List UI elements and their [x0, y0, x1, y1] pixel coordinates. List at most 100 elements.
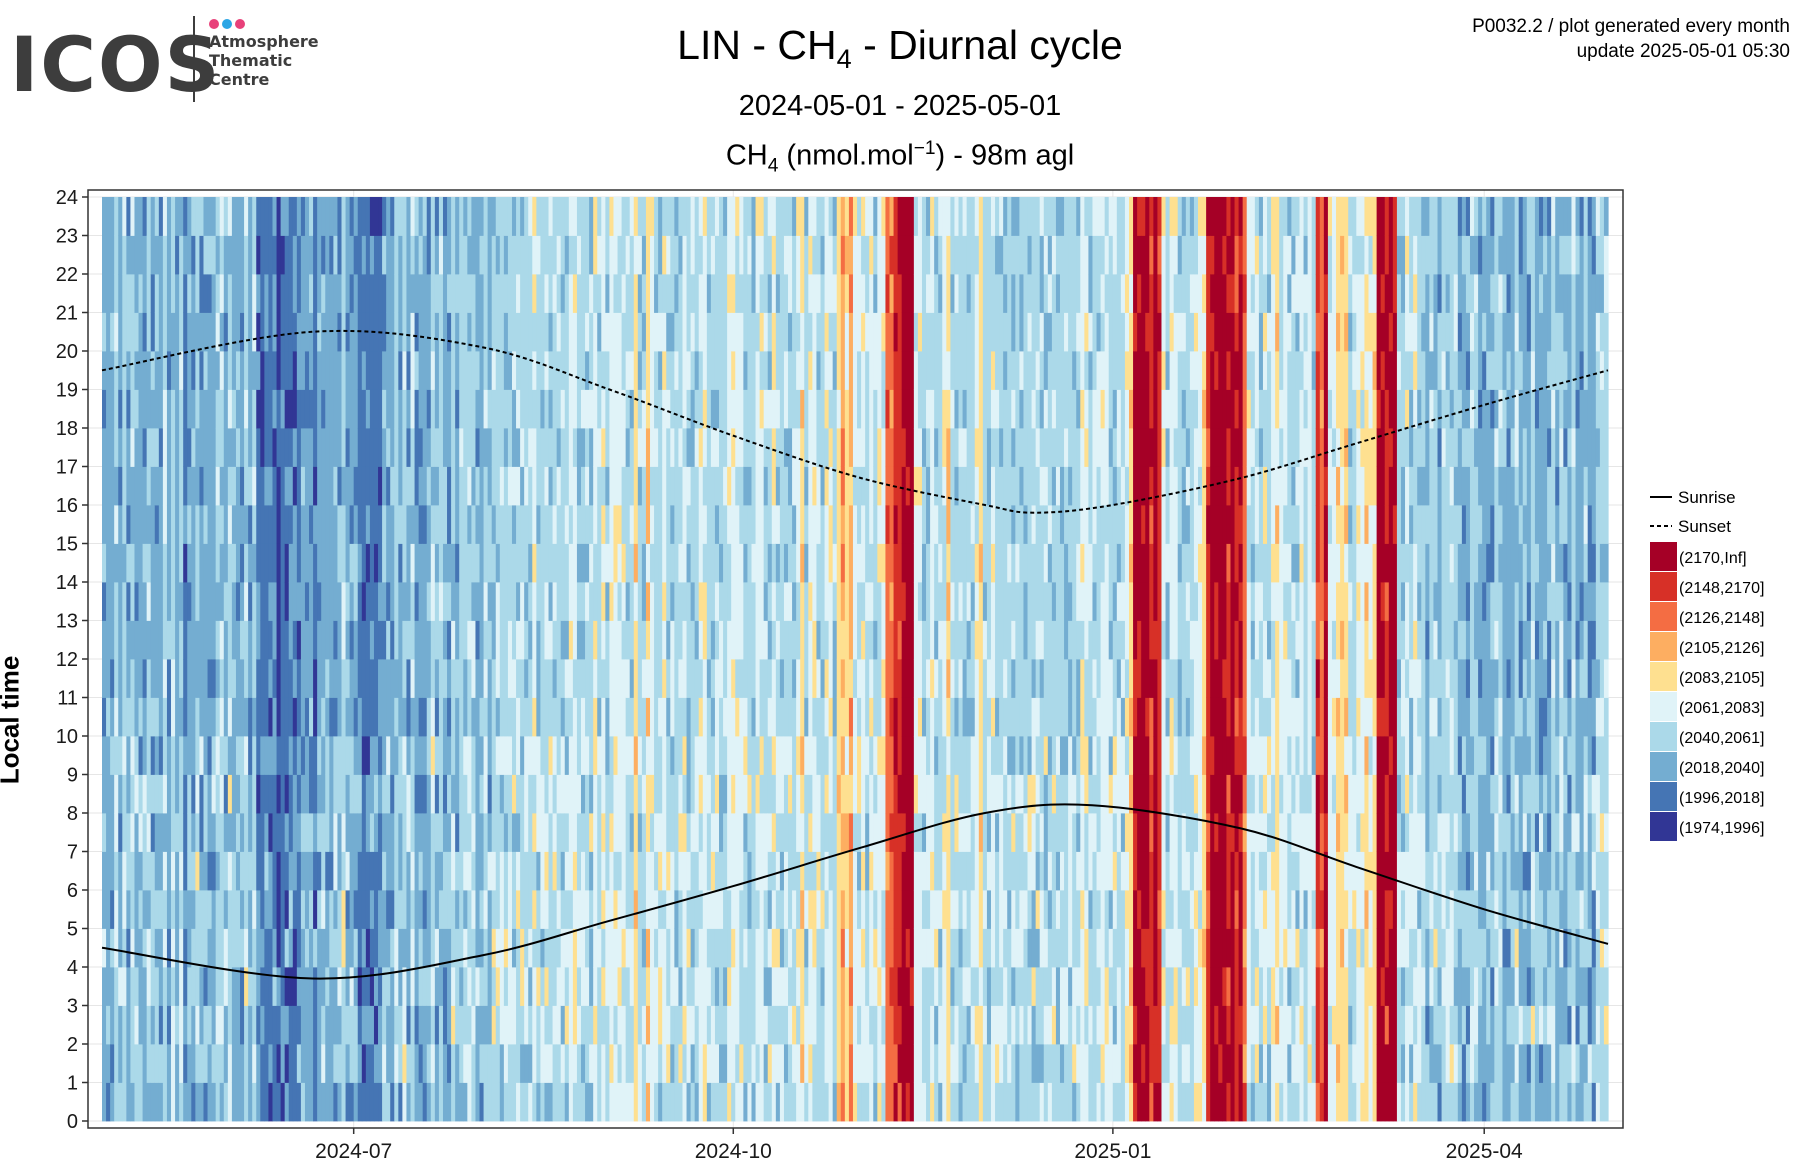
heatmap-cell [162, 736, 168, 775]
heatmap-cell [353, 274, 359, 313]
heatmap-cell [560, 389, 566, 429]
heatmap-cell [589, 312, 594, 352]
heatmap-cell [889, 659, 895, 698]
heatmap-cell [568, 1005, 574, 1045]
heatmap-cell [698, 466, 704, 506]
heatmap-cell [520, 736, 525, 775]
heatmap-cell [475, 697, 481, 737]
heatmap-cell [792, 197, 797, 236]
heatmap-cell [447, 1044, 452, 1083]
heatmap-cell [723, 890, 728, 929]
heatmap-cell [207, 1044, 213, 1083]
heatmap-cell [852, 197, 858, 236]
heatmap-cell [300, 736, 306, 775]
heatmap-cell [840, 659, 846, 698]
logo-dot [222, 19, 232, 29]
heatmap-cell [410, 1082, 416, 1122]
heatmap-cell [613, 890, 619, 929]
heatmap-cell [877, 890, 882, 929]
heatmap-cell [755, 774, 761, 814]
heatmap-cell [166, 582, 172, 621]
heatmap-cell [568, 235, 574, 275]
heatmap-cell [625, 312, 631, 352]
heatmap-cell [516, 274, 521, 313]
heatmap-cell [227, 928, 233, 968]
heatmap-cell [134, 351, 140, 390]
heatmap-cell [406, 620, 412, 660]
heatmap-cell [775, 274, 781, 313]
heatmap-cell [755, 736, 761, 775]
heatmap-cell [690, 466, 696, 506]
heatmap-cell [507, 235, 513, 275]
heatmap-cell [248, 851, 253, 891]
heatmap-cell [670, 351, 675, 390]
heatmap-cell [613, 1082, 619, 1122]
heatmap-cell [386, 774, 391, 814]
heatmap-cell [670, 928, 675, 968]
heatmap-cell [763, 736, 769, 775]
heatmap-cell [783, 389, 789, 429]
heatmap-cell [702, 697, 708, 737]
heatmap-cell [938, 1082, 943, 1122]
heatmap-cell [118, 890, 123, 929]
heatmap-cell [382, 1005, 387, 1045]
heatmap-cell [296, 351, 302, 390]
heatmap-cell [719, 851, 724, 891]
heatmap-cell [114, 851, 119, 891]
heatmap-cell [852, 697, 858, 737]
heatmap-cell [244, 659, 249, 698]
heatmap-cell [235, 466, 241, 506]
heatmap-cell [471, 428, 477, 467]
heatmap-cell [503, 389, 509, 429]
heatmap-cell [244, 1005, 249, 1045]
heatmap-cell [300, 813, 306, 852]
heatmap-cell [244, 697, 249, 737]
heatmap-cell [248, 197, 253, 236]
heatmap-cell [609, 1082, 615, 1122]
heatmap-cell [451, 235, 456, 275]
heatmap-cell [852, 774, 858, 814]
heatmap-cell [353, 351, 359, 390]
heatmap-cell [102, 1005, 107, 1045]
heatmap-cell [645, 197, 651, 236]
heatmap-cell [122, 1082, 127, 1122]
heatmap-cell [917, 582, 923, 621]
heatmap-cell [739, 659, 744, 698]
heatmap-cell [654, 697, 659, 737]
heatmap-cell [759, 312, 765, 352]
heatmap-cell [901, 389, 907, 429]
heatmap-cell [244, 890, 249, 929]
heatmap-cell [861, 235, 866, 275]
heatmap-cell [223, 428, 229, 467]
heatmap-cell [499, 1082, 505, 1122]
heatmap-cell [503, 1082, 509, 1122]
heatmap-cell [552, 505, 558, 544]
heatmap-cell [678, 851, 684, 891]
heatmap-cell [329, 659, 334, 698]
heatmap-cell [662, 582, 667, 621]
heatmap-cell [491, 582, 497, 621]
heatmap-cell [353, 851, 359, 891]
heatmap-cell [731, 774, 736, 814]
heatmap-cell [337, 351, 343, 390]
heatmap-cell [244, 312, 249, 352]
heatmap-cell [142, 813, 148, 852]
heatmap-cell [861, 1005, 866, 1045]
heatmap-cell [345, 543, 351, 583]
heatmap-cell [102, 274, 107, 313]
heatmap-cell [873, 851, 878, 891]
heatmap-cell [313, 736, 318, 775]
heatmap-cell [767, 351, 773, 390]
heatmap-cell [479, 197, 485, 236]
heatmap-cell [589, 813, 594, 852]
heatmap-cell [284, 813, 290, 852]
heatmap-cell [771, 813, 777, 852]
heatmap-cell [645, 1082, 651, 1122]
heatmap-cell [438, 1044, 444, 1083]
heatmap-cell [503, 428, 509, 467]
heatmap-cell [321, 851, 326, 891]
heatmap-cell [106, 659, 111, 698]
heatmap-cell [836, 659, 842, 698]
heatmap-cell [235, 774, 241, 814]
heatmap-cell [211, 620, 217, 660]
